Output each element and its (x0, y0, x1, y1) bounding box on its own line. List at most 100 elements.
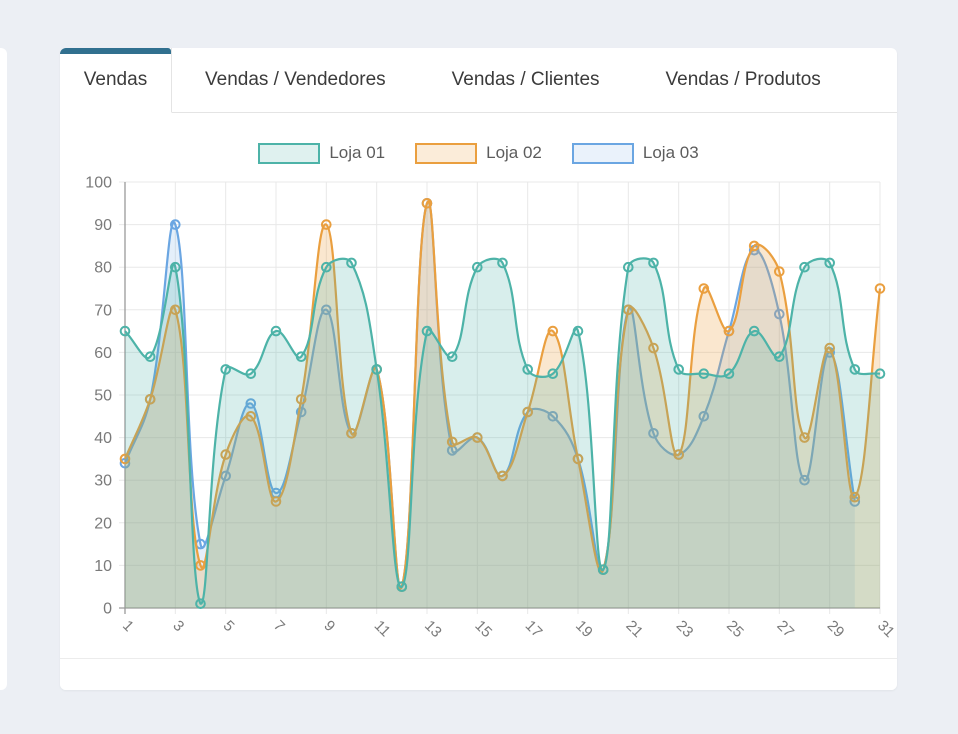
data-point (723, 325, 735, 337)
legend-item-loja-01[interactable]: Loja 01 (258, 142, 386, 164)
data-point (572, 453, 584, 465)
data-point (119, 453, 131, 465)
data-point (321, 219, 332, 230)
data-point (119, 457, 131, 469)
series-line (123, 200, 856, 590)
legend-swatch-loja-01 (258, 142, 321, 164)
data-point (547, 325, 559, 337)
data-point (472, 432, 483, 443)
data-point (648, 428, 659, 439)
svg-text:19: 19 (572, 617, 596, 641)
active-tab-accent (60, 48, 171, 54)
data-point (472, 261, 483, 273)
data-point (547, 411, 559, 422)
series-line (124, 257, 881, 605)
legend-label: Loja 02 (486, 143, 542, 162)
svg-text:31: 31 (874, 617, 897, 641)
svg-text:100: 100 (85, 175, 112, 192)
data-point (597, 564, 609, 576)
data-point (421, 198, 433, 209)
data-point (673, 449, 685, 460)
svg-text:50: 50 (94, 388, 112, 405)
data-point (849, 491, 861, 503)
svg-text:17: 17 (522, 617, 546, 641)
tab-vendas-clientes[interactable]: Vendas / Clientes (418, 48, 633, 113)
data-point (547, 368, 559, 380)
data-point (144, 351, 156, 362)
data-point (522, 364, 534, 375)
tab-vendas[interactable]: Vendas (60, 48, 172, 113)
data-point (799, 261, 810, 273)
data-point (144, 394, 156, 405)
data-point (119, 325, 131, 337)
data-point (698, 411, 710, 422)
svg-text:30: 30 (94, 473, 112, 490)
data-point (748, 240, 760, 252)
svg-text:60: 60 (94, 345, 112, 362)
data-point (245, 398, 257, 409)
tab-label: Vendas / Vendedores (205, 69, 386, 90)
data-point (220, 449, 231, 460)
series-loja-02 (119, 198, 886, 609)
data-point (295, 351, 307, 362)
sales-chart-region: 0 10 20 30 40 50 60 70 80 90 100 1 3 5 7 9 11 13 15 17 19 21 2… (60, 113, 897, 658)
svg-text:13: 13 (421, 617, 445, 641)
data-point (522, 406, 534, 418)
data-point (774, 308, 785, 320)
svg-text:90: 90 (94, 217, 112, 234)
svg-text:70: 70 (94, 302, 112, 319)
svg-text:7: 7 (270, 617, 288, 635)
data-point (295, 406, 307, 418)
svg-text:11: 11 (371, 617, 394, 640)
tab-vendas-produtos[interactable]: Vendas / Produtos (632, 48, 854, 113)
sales-dashboard-card: Vendas Vendas / Vendedores Vendas / Clie… (60, 48, 897, 690)
data-point (623, 304, 634, 316)
tab-bar: Vendas Vendas / Vendedores Vendas / Clie… (60, 48, 897, 113)
data-point (220, 470, 231, 482)
data-point (170, 261, 181, 273)
data-point (195, 598, 206, 610)
data-point (321, 261, 332, 273)
data-point (497, 470, 508, 482)
series-loja-01 (119, 257, 886, 610)
data-point (245, 368, 257, 380)
tab-bar-filler (853, 48, 897, 113)
data-point (245, 411, 257, 422)
tab-vendas-vendedores[interactable]: Vendas / Vendedores (172, 48, 419, 113)
legend-item-loja-03[interactable]: Loja 03 (571, 142, 699, 164)
tab-label: Vendas (83, 69, 148, 90)
y-grid-and-labels: 0 10 20 30 40 50 60 70 80 90 100 (85, 175, 880, 618)
data-point (371, 364, 383, 375)
data-point (774, 351, 785, 362)
svg-text:3: 3 (169, 617, 187, 635)
data-point (824, 342, 836, 354)
svg-text:9: 9 (320, 617, 338, 635)
data-point (396, 581, 408, 593)
data-point (874, 283, 886, 294)
legend-item-loja-02[interactable]: Loja 02 (415, 142, 542, 164)
svg-text:21: 21 (622, 617, 646, 641)
data-point (446, 436, 458, 448)
data-point (346, 428, 357, 439)
svg-text:23: 23 (673, 617, 697, 641)
svg-text:5: 5 (220, 617, 238, 635)
data-point (195, 560, 206, 571)
data-point (748, 325, 760, 337)
data-point (572, 325, 584, 337)
svg-text:40: 40 (94, 430, 112, 447)
svg-text:29: 29 (824, 617, 848, 641)
legend-label: Loja 01 (329, 143, 386, 162)
data-point (497, 257, 508, 269)
data-point (321, 304, 332, 316)
svg-text:27: 27 (773, 617, 797, 641)
data-point (874, 368, 886, 380)
tab-label: Vendas / Produtos (665, 69, 821, 90)
data-point (673, 364, 685, 375)
data-point (723, 368, 735, 380)
data-point (799, 474, 810, 486)
background-card-edge (0, 48, 7, 690)
series-area (125, 258, 880, 608)
svg-text:25: 25 (723, 617, 747, 641)
